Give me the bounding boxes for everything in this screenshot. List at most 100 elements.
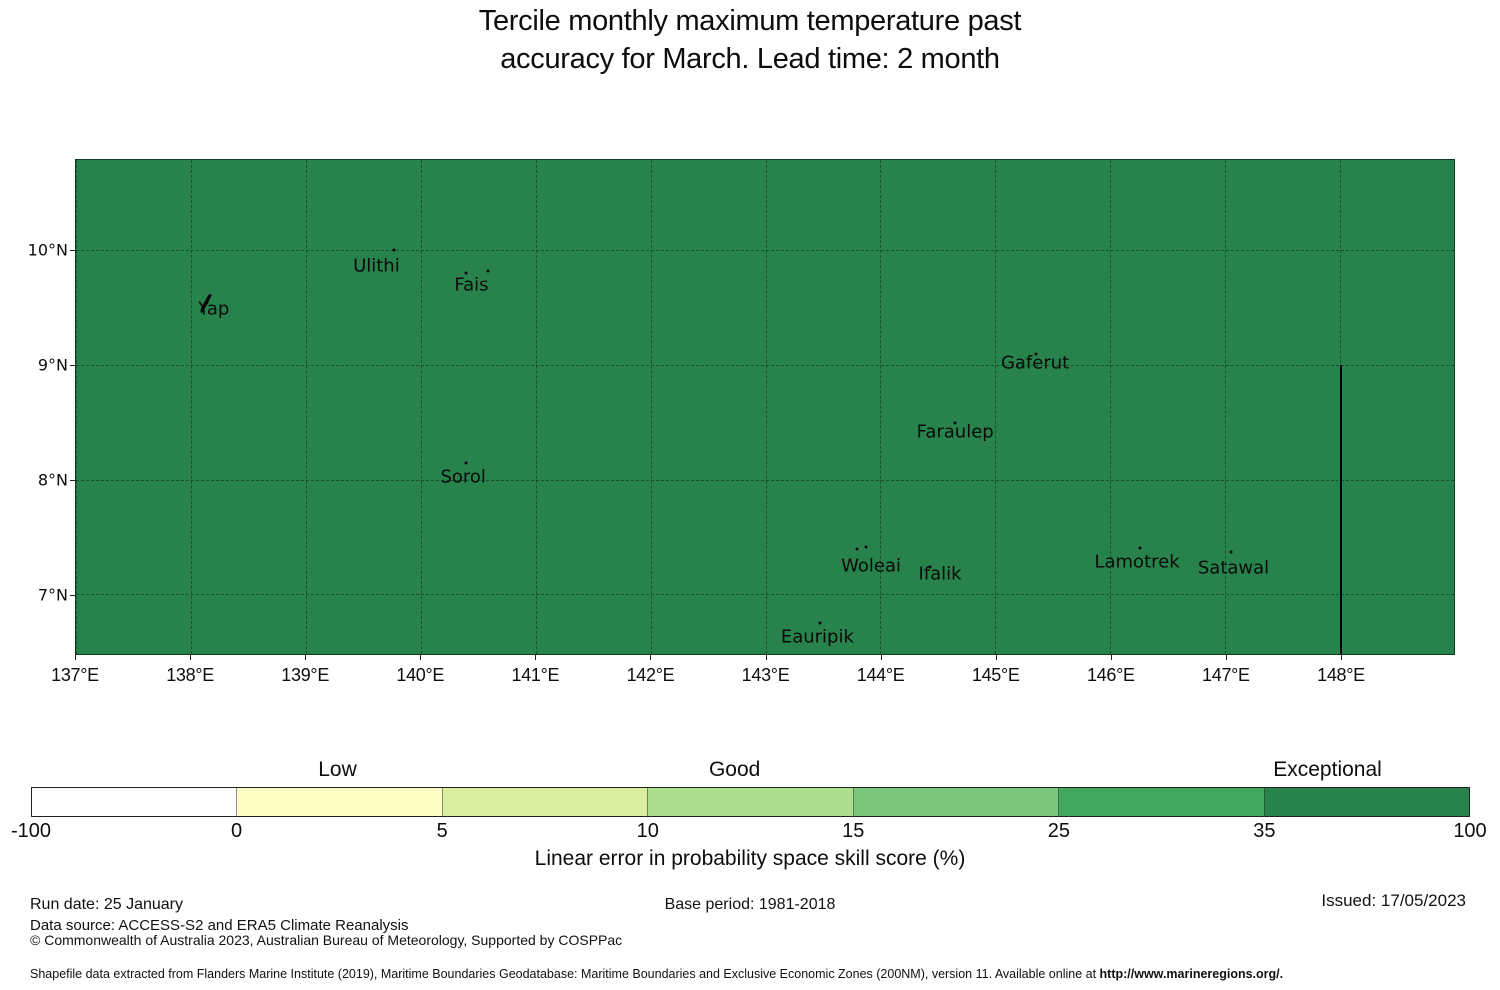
island-label-satawal: Satawal bbox=[1197, 557, 1270, 579]
y-tick-label: 7°N bbox=[37, 585, 68, 605]
island-marker-dot bbox=[1229, 550, 1233, 554]
island-marker-dot bbox=[953, 421, 957, 425]
island-marker-dot bbox=[392, 248, 396, 252]
y-tick-label: 10°N bbox=[27, 240, 68, 260]
meridian-gridline bbox=[535, 160, 537, 654]
colorbar-tick-label: 5 bbox=[436, 820, 448, 842]
island-marker-dot bbox=[855, 547, 859, 551]
colorbar bbox=[31, 787, 1470, 817]
figure-title-line1: Tercile monthly maximum temperature past bbox=[478, 5, 1022, 37]
x-tick-label: 143°E bbox=[741, 665, 790, 685]
parallel-gridline bbox=[76, 365, 1454, 366]
x-tick-mark bbox=[305, 655, 307, 660]
colorbar-category-label: Low bbox=[318, 758, 357, 781]
figure-title: Tercile monthly maximum temperature past… bbox=[0, 2, 1500, 78]
island-marker-dot bbox=[486, 269, 490, 273]
x-tick-label: 148°E bbox=[1317, 665, 1365, 685]
y-tick-label: 9°N bbox=[37, 355, 68, 375]
figure-title-line2: accuracy for March. Lead time: 2 month bbox=[500, 43, 1000, 75]
meridian-gridline bbox=[765, 160, 767, 654]
meridian-gridline bbox=[650, 160, 652, 654]
colorbar-category-label: Exceptional bbox=[1273, 758, 1382, 781]
island-label-ifalik: Ifalik bbox=[918, 563, 962, 585]
x-tick-mark bbox=[1341, 655, 1342, 660]
eez-boundary-line bbox=[1339, 365, 1342, 654]
x-tick-label: 141°E bbox=[511, 665, 560, 685]
yap-island-shape bbox=[199, 293, 212, 313]
x-tick-mark bbox=[1110, 655, 1112, 660]
x-tick-mark bbox=[765, 655, 767, 660]
colorbar-tick-label: -100 bbox=[10, 820, 52, 842]
meridian-gridline bbox=[1110, 160, 1112, 654]
meridian-gridline bbox=[420, 160, 422, 654]
colorbar-segment bbox=[648, 788, 854, 816]
island-label-sorol: Sorol bbox=[440, 466, 486, 488]
base-period-text: Base period: 1981-2018 bbox=[664, 896, 836, 913]
colorbar-segment bbox=[1264, 788, 1469, 816]
y-tick-label: 8°N bbox=[37, 470, 68, 490]
x-tick-mark bbox=[75, 655, 76, 660]
colorbar-segment bbox=[237, 788, 443, 816]
parallel-gridline bbox=[76, 250, 1454, 252]
x-tick-label: 146°E bbox=[1086, 665, 1135, 685]
x-tick-label: 147°E bbox=[1202, 665, 1250, 685]
x-tick-label: 144°E bbox=[856, 665, 905, 685]
colorbar-tick-label: 100 bbox=[1453, 820, 1487, 842]
island-label-gaferut: Gaferut bbox=[1000, 352, 1070, 374]
data-source-text: Data source: ACCESS-S2 and ERA5 Climate … bbox=[30, 917, 409, 934]
x-tick-mark bbox=[535, 655, 537, 660]
run-date-text: Run date: 25 January bbox=[30, 896, 183, 913]
colorbar-segment bbox=[1059, 788, 1265, 816]
x-tick-label: 140°E bbox=[396, 665, 445, 685]
meridian-gridline bbox=[880, 160, 882, 654]
colorbar-segment bbox=[853, 788, 1060, 816]
island-marker-dot bbox=[1138, 546, 1142, 550]
island-label-woleai: Woleai bbox=[841, 555, 902, 577]
x-tick-mark bbox=[880, 655, 882, 660]
map-panel: Yap Ulithi Fais Sorol Gaferut Faraulep Woleai I… bbox=[75, 159, 1455, 655]
shapefile-note-text: Shapefile data extracted from Flanders M… bbox=[30, 967, 1100, 981]
y-tick-mark bbox=[70, 364, 75, 366]
x-tick-label: 142°E bbox=[626, 665, 675, 685]
colorbar-axis-label: Linear error in probability space skill … bbox=[534, 847, 966, 870]
island-marker-dot bbox=[464, 271, 468, 275]
y-tick-mark bbox=[70, 249, 75, 251]
x-tick-label: 137°E bbox=[51, 665, 99, 685]
island-label-fais: Fais bbox=[454, 274, 489, 296]
island-marker-dot bbox=[464, 461, 468, 465]
copyright-text: © Commonwealth of Australia 2023, Austra… bbox=[30, 932, 623, 948]
colorbar-segment bbox=[442, 788, 649, 816]
x-tick-mark bbox=[420, 655, 422, 660]
colorbar-tick-label: 0 bbox=[231, 820, 243, 842]
parallel-gridline bbox=[76, 594, 1454, 596]
parallel-gridline bbox=[76, 479, 1454, 481]
island-marker-dot bbox=[818, 621, 822, 625]
island-label-eauripik: Eauripik bbox=[780, 626, 854, 648]
x-tick-mark bbox=[995, 655, 997, 660]
colorbar-segment bbox=[32, 788, 238, 816]
shapefile-url: http://www.marineregions.org/. bbox=[1099, 967, 1284, 981]
meridian-gridline bbox=[76, 160, 77, 654]
island-marker-dot bbox=[928, 565, 932, 569]
colorbar-tick-label: 15 bbox=[842, 820, 865, 842]
x-tick-label: 139°E bbox=[281, 665, 330, 685]
shapefile-note: Shapefile data extracted from Flanders M… bbox=[30, 967, 1283, 981]
island-label-ulithi: Ulithi bbox=[353, 255, 400, 277]
island-label-lamotrek: Lamotrek bbox=[1094, 551, 1180, 573]
colorbar-tick-label: 35 bbox=[1253, 820, 1276, 842]
y-tick-mark bbox=[70, 479, 75, 481]
x-tick-mark bbox=[190, 655, 192, 660]
y-tick-mark bbox=[70, 594, 75, 596]
colorbar-tick-label: 25 bbox=[1047, 820, 1070, 842]
x-tick-label: 145°E bbox=[971, 665, 1020, 685]
x-tick-mark bbox=[1225, 655, 1227, 660]
meridian-gridline bbox=[1225, 160, 1227, 654]
colorbar-category-label: Good bbox=[708, 758, 761, 781]
island-label-yap: Yap bbox=[198, 298, 230, 320]
x-tick-label: 138°E bbox=[166, 665, 214, 685]
x-tick-mark bbox=[650, 655, 652, 660]
island-label-faraulep: Faraulep bbox=[916, 421, 994, 443]
island-marker-dot bbox=[1034, 352, 1038, 356]
colorbar-tick-label: 10 bbox=[636, 820, 659, 842]
